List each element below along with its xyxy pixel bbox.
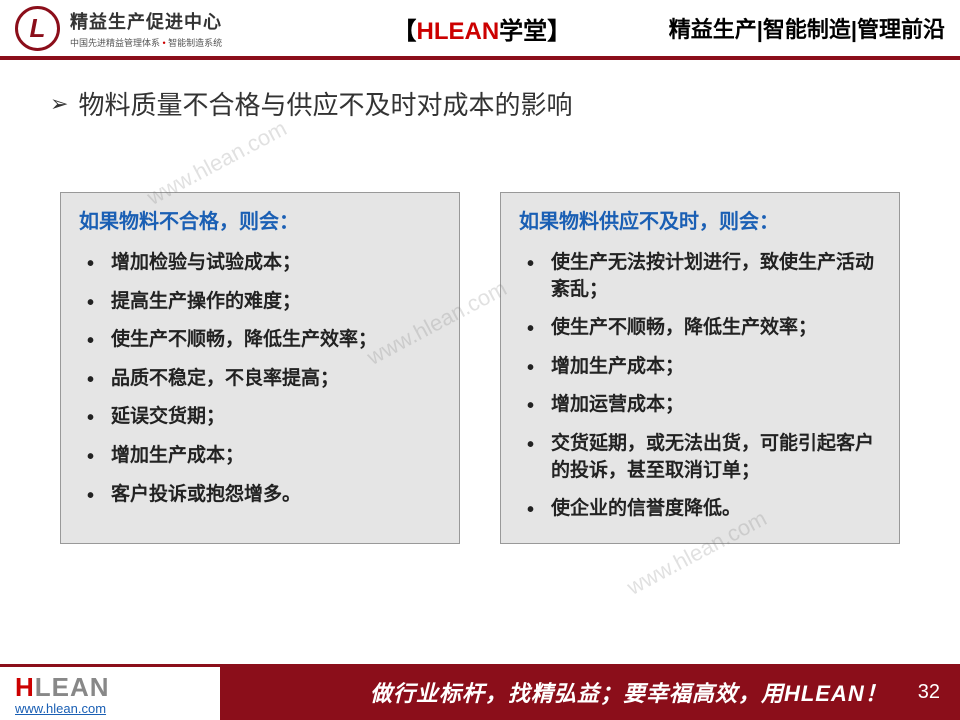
- left-box-list: 增加检验与试验成本； 提高生产操作的难度； 使生产不顺畅，降低生产效率； 品质不…: [79, 244, 441, 514]
- logo-text: 精益生产促进中心 中国先进精益管理体系 • 智能制造系统: [70, 8, 222, 49]
- header-bar: L 精益生产促进中心 中国先进精益管理体系 • 智能制造系统 【HLEAN学堂】…: [0, 0, 960, 60]
- list-item: 客户投诉或抱怨增多。: [83, 476, 441, 515]
- footer-left: HLEAN www.hlean.com: [0, 664, 220, 720]
- arrow-icon: ➢: [50, 91, 68, 117]
- page-number: 32: [918, 681, 940, 704]
- slide-heading: ➢ 物料质量不合格与供应不及时对成本的影响: [50, 85, 910, 122]
- right-box: 如果物料供应不及时，则会： 使生产无法按计划进行，致使生产活动紊乱； 使生产不顺…: [500, 192, 900, 544]
- header-center-title: 【HLEAN学堂】: [295, 11, 669, 46]
- logo-title: 精益生产促进中心: [70, 8, 222, 34]
- list-item: 增加检验与试验成本；: [83, 244, 441, 283]
- list-item: 使生产不顺畅，降低生产效率；: [523, 309, 881, 348]
- content-area: ➢ 物料质量不合格与供应不及时对成本的影响 如果物料不合格，则会： 增加检验与试…: [0, 60, 960, 544]
- footer-bar: HLEAN www.hlean.com 做行业标杆，找精弘益；要幸福高效，用HL…: [0, 664, 960, 720]
- heading-text: 物料质量不合格与供应不及时对成本的影响: [78, 85, 572, 122]
- list-item: 增加运营成本；: [523, 386, 881, 425]
- boxes-row: 如果物料不合格，则会： 增加检验与试验成本； 提高生产操作的难度； 使生产不顺畅…: [50, 192, 910, 544]
- list-item: 增加生产成本；: [523, 348, 881, 387]
- list-item: 提高生产操作的难度；: [83, 283, 441, 322]
- list-item: 延误交货期；: [83, 398, 441, 437]
- logo-area: L 精益生产促进中心 中国先进精益管理体系 • 智能制造系统: [15, 6, 295, 51]
- header-right-text: 精益生产|智能制造|管理前沿: [669, 12, 945, 44]
- left-box-title: 如果物料不合格，则会：: [79, 205, 441, 234]
- list-item: 品质不稳定，不良率提高；: [83, 360, 441, 399]
- right-box-list: 使生产无法按计划进行，致使生产活动紊乱； 使生产不顺畅，降低生产效率； 增加生产…: [519, 244, 881, 529]
- footer-logo: HLEAN: [15, 672, 220, 703]
- left-box: 如果物料不合格，则会： 增加检验与试验成本； 提高生产操作的难度； 使生产不顺畅…: [60, 192, 460, 544]
- list-item: 使企业的信誉度降低。: [523, 490, 881, 529]
- list-item: 使生产不顺畅，降低生产效率；: [83, 321, 441, 360]
- footer-url: www.hlean.com: [15, 701, 220, 716]
- logo-icon: L: [15, 6, 60, 51]
- list-item: 使生产无法按计划进行，致使生产活动紊乱；: [523, 244, 881, 309]
- list-item: 交货延期，或无法出货，可能引起客户的投诉，甚至取消订单；: [523, 425, 881, 490]
- footer-slogan: 做行业标杆，找精弘益；要幸福高效，用HLEAN！: [370, 676, 888, 708]
- list-item: 增加生产成本；: [83, 437, 441, 476]
- footer-right: 做行业标杆，找精弘益；要幸福高效，用HLEAN！ 32: [220, 664, 960, 720]
- logo-subtitle: 中国先进精益管理体系 • 智能制造系统: [70, 36, 222, 49]
- right-box-title: 如果物料供应不及时，则会：: [519, 205, 881, 234]
